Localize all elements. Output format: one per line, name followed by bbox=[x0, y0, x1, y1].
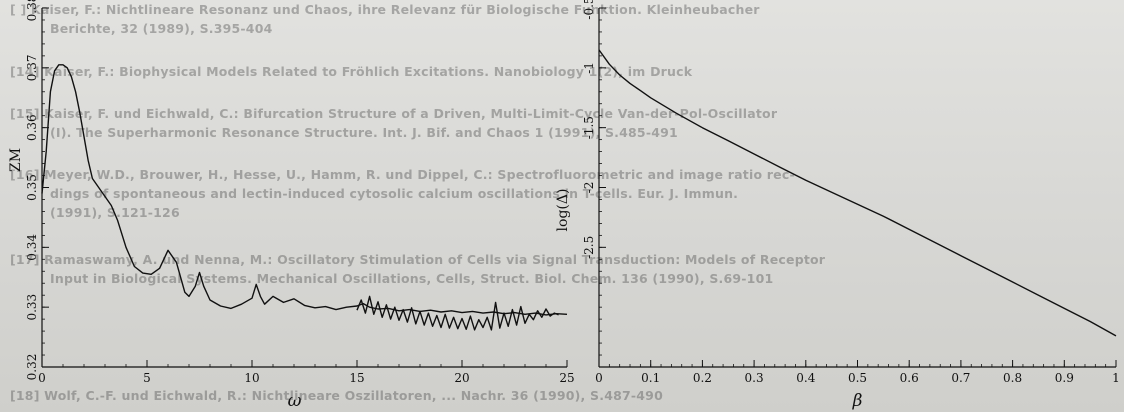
y-tick-label: 0.35 bbox=[25, 174, 39, 201]
background-text-line: (I). The Superharmonic Resonance Structu… bbox=[50, 125, 678, 140]
y-tick-label: -2 bbox=[582, 182, 596, 194]
y-tick-label: 0.34 bbox=[25, 234, 39, 261]
background-text-line: [14] Kaiser, F.: Biophysical Models Rela… bbox=[10, 64, 693, 79]
background-text-line: [15] Kaiser, F. und Eichwald, C.: Bifurc… bbox=[10, 106, 778, 121]
x-tick-label: 0.4 bbox=[796, 371, 815, 385]
y-tick-label: 0.32 bbox=[25, 354, 39, 381]
y-axis-label: ZM bbox=[8, 148, 24, 172]
x-tick-label: 0.8 bbox=[1003, 371, 1022, 385]
background-text-line: [18] Wolf, C.-F. und Eichwald, R.: Nicht… bbox=[10, 388, 663, 403]
x-tick-label: 0.2 bbox=[693, 371, 712, 385]
x-tick-label: 0 bbox=[595, 371, 603, 385]
right-chart-logdelta-vs-beta: -0.5 -1 -1.5 -2 -2.5 0 0.1 0.2 0.3 0.4 0.5 0.6 0.7 0.… bbox=[555, 0, 1120, 411]
y-tick-label: -0.5 bbox=[582, 0, 596, 20]
background-text-line: Berichte, 32 (1989), S.395-404 bbox=[50, 21, 273, 36]
x-axis-label: β bbox=[852, 391, 863, 411]
x-tick-label: 0.6 bbox=[900, 371, 919, 385]
x-tick-label: 20 bbox=[454, 371, 469, 385]
y-tick-label: 0.33 bbox=[25, 294, 39, 321]
y-tick-label: -2.5 bbox=[582, 236, 596, 259]
x-tick-label: 0.1 bbox=[641, 371, 660, 385]
y-tick-label: 0.36 bbox=[25, 114, 39, 141]
series-line bbox=[598, 49, 1117, 337]
series-line bbox=[41, 64, 568, 316]
x-tick-label: 1 bbox=[1112, 371, 1120, 385]
background-text-line: [17] Ramaswamy, A. und Nenna, M.: Oscill… bbox=[10, 252, 826, 267]
x-tick-label: 0.5 bbox=[848, 371, 867, 385]
x-axis-label: ω bbox=[288, 391, 302, 411]
x-tick-label: 0 bbox=[38, 371, 46, 385]
x-tick-label: 0.9 bbox=[1055, 371, 1074, 385]
left-chart-zm-vs-omega: 0.32 0.33 0.34 0.35 0.36 0.37 0.38 0 5 10 15 20 25 ω Z… bbox=[8, 0, 575, 411]
x-tick-label: 10 bbox=[244, 371, 259, 385]
y-axis-label: log(Δ) bbox=[555, 189, 571, 232]
y-tick-label: 0.38 bbox=[25, 0, 39, 21]
y-tick-label: 0.37 bbox=[25, 54, 39, 81]
background-text-line: Input in Biological Systems. Mechanical … bbox=[50, 271, 774, 286]
x-tick-label: 5 bbox=[143, 371, 151, 385]
x-tick-label: 25 bbox=[559, 371, 574, 385]
background-text-line: [ ] Kaiser, F.: Nichtlineare Resonanz un… bbox=[10, 2, 760, 17]
x-tick-label: 15 bbox=[349, 371, 364, 385]
x-tick-label: 0.7 bbox=[951, 371, 970, 385]
background-text-line: dings of spontaneous and lectin-induced … bbox=[50, 186, 739, 201]
series-line bbox=[356, 295, 559, 331]
y-tick-label: -1 bbox=[582, 62, 596, 74]
x-tick-label: 0.3 bbox=[745, 371, 764, 385]
y-tick-label: -1.5 bbox=[582, 116, 596, 139]
